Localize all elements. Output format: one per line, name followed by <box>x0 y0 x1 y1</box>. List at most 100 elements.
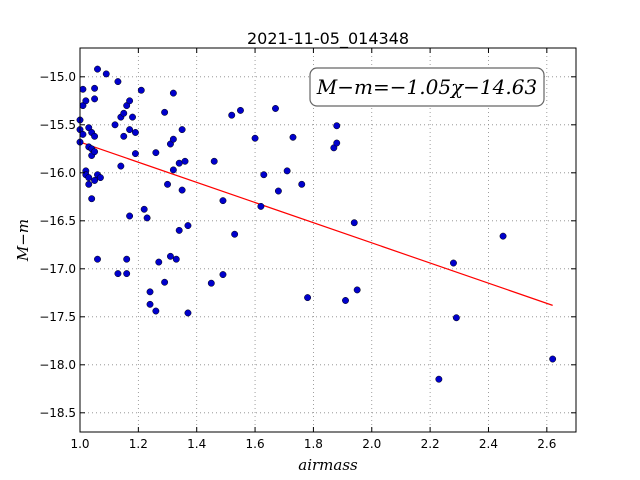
x-tick-label: 2.4 <box>479 437 498 451</box>
data-point <box>146 300 154 308</box>
data-point <box>114 78 122 86</box>
data-point <box>169 89 177 97</box>
y-tick-label: −15.5 <box>39 118 76 132</box>
data-point <box>272 105 279 112</box>
fit-line <box>79 141 553 306</box>
plot-frame <box>79 47 577 433</box>
chart-title: 2021-11-05_014348 <box>247 29 409 49</box>
y-tick-label: −17.0 <box>39 262 76 276</box>
data-point <box>228 111 236 119</box>
data-point <box>350 219 358 227</box>
data-points-layer <box>76 65 557 383</box>
data-point <box>88 195 96 203</box>
data-point <box>435 375 443 383</box>
data-point <box>91 95 99 103</box>
y-axis-label: M−m <box>14 219 32 262</box>
y-tick-label: −15.0 <box>39 70 76 84</box>
x-tick-label: 1.8 <box>304 437 323 451</box>
data-point <box>219 271 227 279</box>
data-point <box>219 197 227 205</box>
data-point <box>161 108 169 116</box>
data-point <box>91 84 99 92</box>
data-point <box>94 65 101 73</box>
data-point <box>283 167 291 175</box>
data-point <box>342 297 349 304</box>
x-tick-label: 2.6 <box>537 437 556 451</box>
fit-line-layer <box>79 141 553 306</box>
annotation-box <box>309 67 545 107</box>
data-point <box>231 230 239 238</box>
data-point <box>91 148 99 156</box>
data-point <box>274 187 282 195</box>
y-tick-label: −16.5 <box>39 214 76 228</box>
data-point <box>289 133 297 141</box>
annotation-text: M−m=−1.05χ−14.63 <box>316 75 537 99</box>
data-point <box>152 149 160 157</box>
data-point <box>102 70 110 78</box>
data-point <box>260 171 268 179</box>
data-point <box>143 214 151 222</box>
data-point <box>126 97 134 105</box>
data-point <box>237 106 244 114</box>
data-point <box>96 174 104 182</box>
x-tick-label: 1.6 <box>246 437 265 451</box>
data-point <box>111 121 119 129</box>
data-point <box>126 126 134 134</box>
data-point <box>82 97 90 105</box>
data-point <box>166 252 174 260</box>
data-point <box>172 255 180 263</box>
x-tick-label: 1.4 <box>187 437 206 451</box>
data-point <box>114 270 122 278</box>
data-point <box>85 174 93 182</box>
data-point <box>123 255 131 263</box>
data-point <box>126 212 134 220</box>
y-tick-label: −18.5 <box>39 406 76 420</box>
grid-layer <box>80 48 576 432</box>
data-point <box>499 232 507 240</box>
data-point <box>257 202 265 210</box>
data-point <box>298 180 306 188</box>
ticks-layer: 1.0 1.2 1.4 1.6 1.8 2.0 2.2 2.4 2.6 −15.0 −15.5 −16… <box>39 48 576 451</box>
data-point <box>210 157 218 165</box>
x-tick-label: 2.2 <box>421 437 440 451</box>
data-point <box>353 286 361 294</box>
data-point <box>452 314 460 322</box>
data-point <box>333 122 341 130</box>
data-point <box>146 288 154 296</box>
y-tick-label: −16.0 <box>39 166 76 180</box>
data-point <box>178 186 186 194</box>
data-point <box>94 255 101 263</box>
data-point <box>181 157 189 165</box>
data-point <box>169 135 177 143</box>
data-point <box>333 139 341 147</box>
data-point <box>549 355 557 363</box>
x-tick-label: 1.0 <box>70 437 89 451</box>
fit-equation-annotation: M−m=−1.05χ−14.63 <box>309 67 545 107</box>
data-point <box>155 258 163 266</box>
data-point <box>91 132 99 140</box>
data-point <box>120 109 128 117</box>
data-point <box>161 278 169 286</box>
x-tick-label: 2.0 <box>362 437 381 451</box>
data-point <box>85 180 93 188</box>
data-point <box>184 309 192 317</box>
data-point <box>131 150 139 158</box>
data-point <box>207 279 215 287</box>
data-point <box>169 166 177 174</box>
data-point <box>184 222 192 230</box>
data-point <box>175 159 183 167</box>
y-tick-label: −17.5 <box>39 310 76 324</box>
data-point <box>304 294 312 302</box>
data-point <box>164 180 171 188</box>
data-point <box>123 270 131 278</box>
data-point <box>140 205 148 213</box>
data-point <box>131 129 139 136</box>
data-point <box>79 130 87 138</box>
data-point <box>129 113 136 121</box>
data-point <box>178 126 186 134</box>
data-point <box>91 177 99 184</box>
data-point <box>79 85 87 93</box>
data-point <box>120 132 128 140</box>
data-point <box>450 259 457 267</box>
